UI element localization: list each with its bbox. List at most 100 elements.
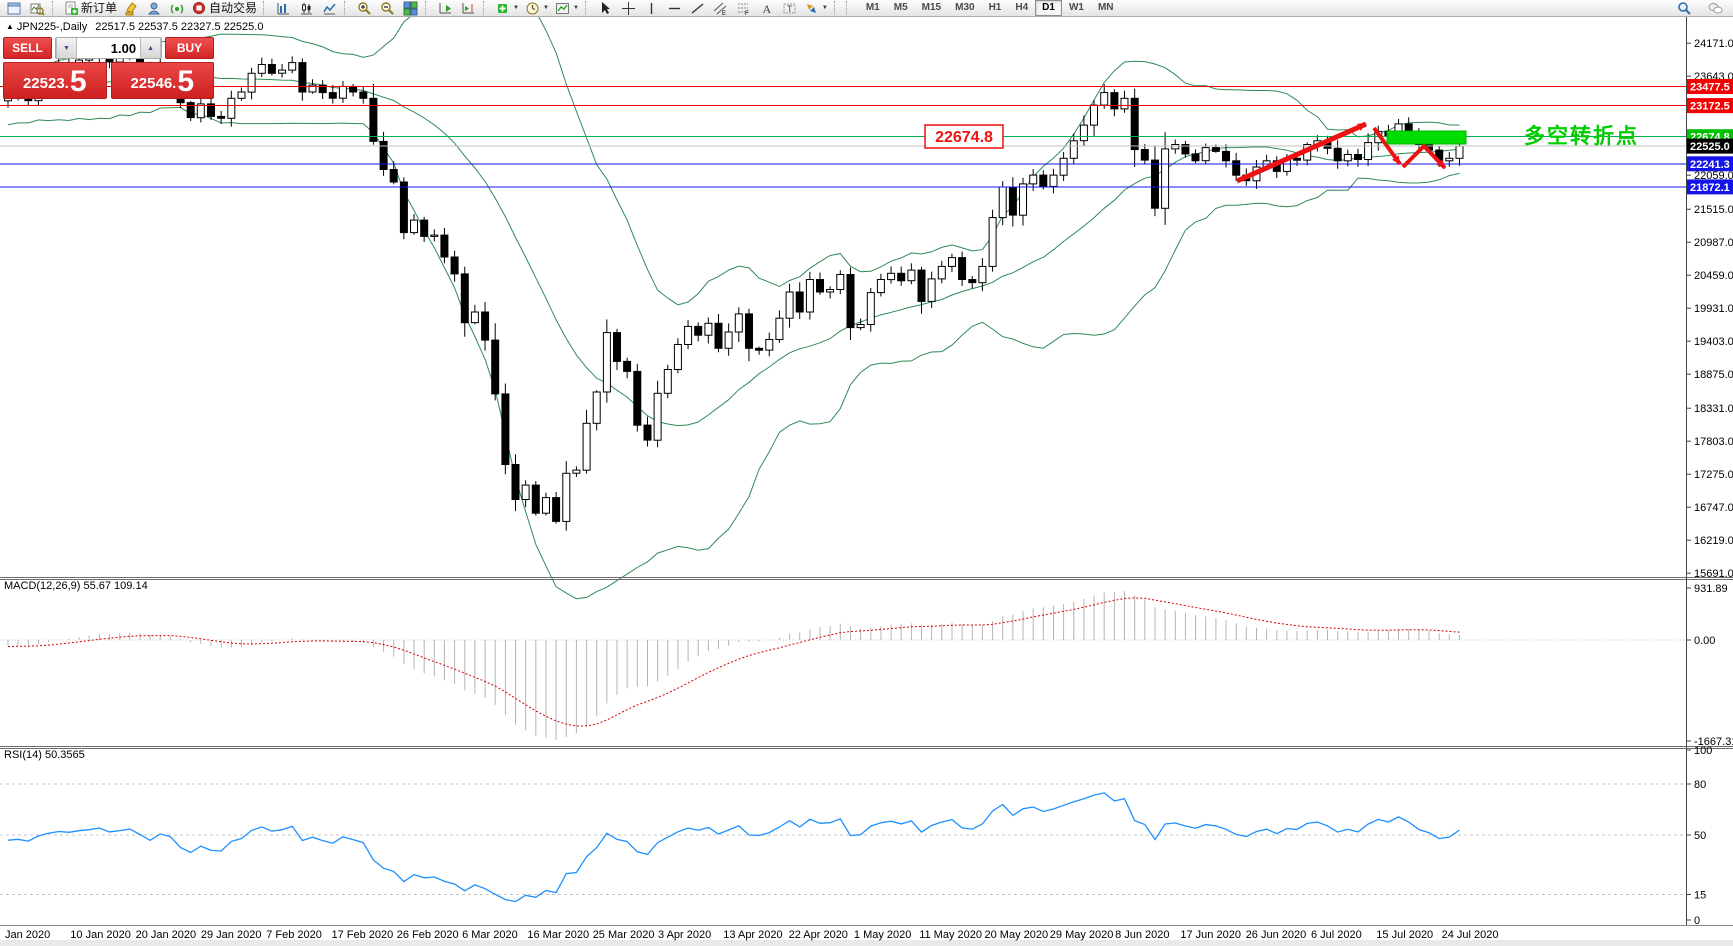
zoom-out-icon[interactable] [376,0,399,17]
bullish-candle [1171,144,1180,150]
candlestick-chart-icon[interactable] [295,0,318,17]
bullish-candle [1090,104,1098,126]
date-label: 15 Jul 2020 [1376,929,1433,941]
timeframe-h1[interactable]: H1 [988,2,1002,13]
timeframe-m30[interactable]: M30 [955,2,975,13]
periods-icon[interactable]: ▼ [522,0,552,17]
toolbar-separator [425,1,430,15]
bullish-candle [247,72,256,93]
arrows-icon[interactable]: ▼ [801,0,831,17]
timeframe-d1[interactable]: D1 [1035,0,1062,16]
price-tick-label: 19403.0 [1694,336,1733,348]
bullish-candle [663,369,672,394]
new-order-icon[interactable]: 新订单 [61,0,120,17]
price-tick-label: 18331.0 [1694,403,1733,415]
date-label: 26 Feb 2020 [397,929,459,941]
chart-shift-icon[interactable] [457,0,480,17]
bullish-candle [1049,174,1058,187]
date-label: 6 Jul 2020 [1311,929,1362,941]
bearish-candle [1181,144,1190,155]
bearish-candle [552,497,561,522]
bullish-candle [470,311,479,324]
bullish-candle [592,391,601,424]
trend-up-arrow[interactable] [1235,121,1368,184]
chat-icon[interactable] [1704,0,1727,17]
indicators-icon[interactable]: ▼ [492,0,522,17]
auto-trading-icon[interactable]: 自动交易 [189,0,260,17]
bid-price-box[interactable]: 22523. 5 [3,62,107,99]
rsi-indicator [0,783,1686,903]
vertical-line-icon[interactable] [640,0,663,17]
rsi-tick-label: 50 [1694,830,1706,842]
bearish-candle [1130,97,1139,151]
bid-price: 22523. [22,75,69,92]
timeframe-m15[interactable]: M15 [921,2,942,13]
signals-icon[interactable] [166,0,189,17]
timeframe-w1[interactable]: W1 [1068,2,1084,13]
price-tick-label: 21515.0 [1694,204,1733,216]
history-center-icon[interactable] [120,0,143,17]
toolbar: 新订单 自动交易 ▼ ▼ ▼ E F A T ▼ M1 M5 M15 M30 H1 H4 D1 W1 MN [0,0,1733,17]
pullback-arrow[interactable] [1401,143,1447,170]
bearish-candle [714,322,723,349]
bollinger-upper-band [8,0,1460,306]
volume-increase-button[interactable]: ▲ [140,38,161,58]
timeframe-h4[interactable]: H4 [1015,2,1029,13]
bullish-candle [410,219,418,234]
buy-button[interactable]: BUY [165,37,214,59]
price-tick-label: 15691.0 [1694,568,1733,580]
market-watch-icon[interactable] [26,0,49,17]
line-chart-icon[interactable] [318,0,341,17]
bearish-candle [795,291,804,313]
price-callout-box[interactable] [924,124,1004,149]
bullish-candle [866,292,875,326]
bullish-candle [227,97,236,119]
community-icon[interactable] [143,0,166,17]
bar-chart-icon[interactable] [272,0,295,17]
bearish-candle [958,257,967,281]
toolbar-separator [483,1,488,15]
zoom-in-icon[interactable] [353,0,376,17]
timeframe-m5[interactable]: M5 [893,2,908,13]
bearish-candle [1354,154,1362,160]
fibonacci-icon[interactable]: F [732,0,755,17]
support-zone-rect[interactable] [1386,130,1467,145]
volume-input[interactable] [76,38,141,58]
text-label-icon[interactable]: T [778,0,801,17]
text-icon[interactable]: A [755,0,778,17]
bullish-candle [836,274,845,290]
bullish-candle [1120,97,1129,110]
trendline-icon[interactable] [686,0,709,17]
dropdown-caret-icon[interactable]: ▼ [542,5,549,11]
dropdown-caret-icon[interactable]: ▼ [821,5,828,11]
crosshair-icon[interactable] [617,0,640,17]
dropdown-caret-icon[interactable]: ▼ [572,5,579,11]
bearish-candle [613,332,621,362]
volume-decrease-button[interactable]: ▼ [56,38,77,58]
date-label: 29 May 2020 [1050,929,1114,941]
symbol-collapse-icon[interactable]: ▲ [6,22,14,31]
bullish-candle [887,272,896,281]
horizontal-line-icon[interactable] [663,0,686,17]
equidistant-channel-icon[interactable]: E [709,0,732,17]
price-tag-label: 22241.3 [1690,159,1730,171]
sell-button[interactable]: SELL [3,37,52,59]
chart-title: ▲ JPN225-,Daily 22517.5 22537.5 22327.5 22… [6,21,263,33]
turning-point-note: 多空转折点 [1524,124,1639,148]
search-icon[interactable] [1673,0,1696,17]
cursor-icon[interactable] [594,0,617,17]
tile-windows-icon[interactable] [399,0,422,17]
bearish-candle [755,347,764,351]
ask-price-box[interactable]: 22546. 5 [110,62,214,99]
dropdown-caret-icon[interactable]: ▼ [513,5,519,11]
auto-scroll-icon[interactable] [434,0,457,17]
bullish-candle [1079,124,1088,142]
timeframe-mn[interactable]: MN [1097,2,1114,13]
chart-window-icon[interactable] [3,0,26,17]
price-callout-text: 22674.8 [935,129,993,146]
templates-icon[interactable]: ▼ [552,0,582,17]
timeframe-m1[interactable]: M1 [865,2,880,13]
pullback-arrow[interactable] [1372,126,1402,166]
bullish-candle [257,64,266,74]
